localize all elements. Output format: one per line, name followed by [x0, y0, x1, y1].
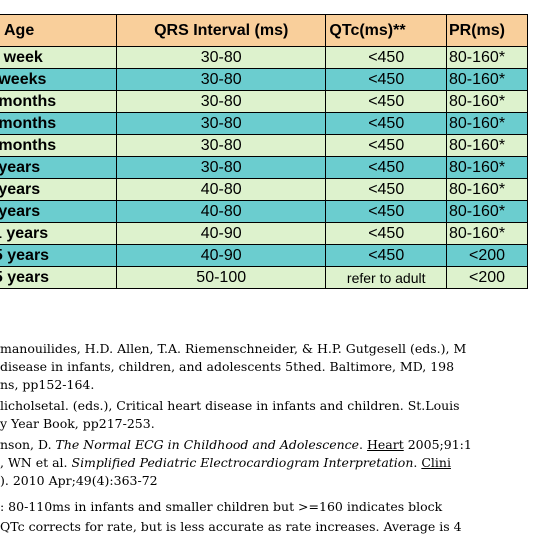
cell-pr: 80-160* [446, 200, 528, 223]
cell-qrs: 40-80 [116, 178, 327, 201]
cell-qtc: <450 [325, 68, 447, 91]
reference-text: . [413, 455, 422, 470]
cell-age: 7 years [0, 200, 118, 223]
cell-age: 11 years [0, 222, 118, 245]
cell-qtc: <450 [325, 222, 447, 245]
table-row: 11 years 40-90 <450 80-160* [0, 222, 528, 245]
cell-qrs: 30-80 [116, 112, 327, 135]
cell-qtc: <450 [325, 156, 447, 179]
references: manouilides, H.D. Allen, T.A. Riemenschn… [0, 340, 550, 490]
cell-age: 15 years [0, 244, 118, 267]
table-row: 7 years 40-80 <450 80-160* [0, 200, 528, 223]
cell-pr: 80-160* [446, 90, 528, 113]
reference-title: Simplified Pediatric Electrocardiogram I… [71, 455, 414, 470]
cell-qrs: 40-90 [116, 222, 327, 245]
cell-age: st week [0, 46, 118, 69]
reference-journal-link[interactable]: Heart [367, 437, 404, 452]
reference-line: licholsetal. (eds.), Critical heart dise… [0, 398, 460, 413]
cell-qrs: 30-80 [116, 68, 327, 91]
cell-pr: <200 [446, 266, 528, 289]
reference-line: disease in infants, children, and adoles… [0, 359, 455, 374]
table-row: 15 years 40-90 <450 <200 [0, 244, 528, 267]
cell-qrs: 30-80 [116, 156, 327, 179]
cell-age: 4 years [0, 178, 118, 201]
cell-pr: 80-160* [446, 222, 528, 245]
footnote-pr: : 80-110ms in infants and smaller childr… [0, 499, 443, 514]
table-row: st week 30-80 <450 80-160* [0, 46, 528, 69]
reference-line: manouilides, H.D. Allen, T.A. Riemenschn… [0, 341, 467, 356]
footnote-qtc: QTc corrects for rate, but is less accur… [0, 519, 462, 534]
cell-qtc: <450 [325, 244, 447, 267]
table-row: 2 months 30-80 <450 80-160* [0, 90, 528, 113]
footnotes: : 80-110ms in infants and smaller childr… [0, 497, 550, 537]
cell-qrs: 30-80 [116, 46, 327, 69]
cell-qtc: <450 [325, 178, 447, 201]
cell-qrs: 30-80 [116, 90, 327, 113]
header-qtc: QTc(ms)** [325, 14, 447, 47]
cell-qtc: <450 [325, 200, 447, 223]
cell-qrs: 40-90 [116, 244, 327, 267]
table-header-row: Age QRS Interval (ms) QTc(ms)** PR(ms) [0, 14, 528, 47]
cell-age: 1 months [0, 134, 118, 157]
reference-line: nson, D. The Normal ECG in Childhood and… [0, 436, 550, 454]
cell-qrs: 30-80 [116, 134, 327, 157]
cell-pr: 80-160* [446, 156, 528, 179]
header-age: Age [0, 14, 118, 47]
cell-age: 2 months [0, 90, 118, 113]
reference-line: ns, pp152-164. [0, 377, 95, 392]
cell-qtc: <450 [325, 112, 447, 135]
reference-journal-link[interactable]: Clini [421, 455, 451, 470]
reference-text: 2005;91:1 [403, 437, 472, 452]
reference-text: . [359, 437, 367, 452]
table-row: 4 years 40-80 <450 80-160* [0, 178, 528, 201]
cell-pr: 80-160* [446, 46, 528, 69]
reference-line: ). 2010 Apr;49(4):363-72 [0, 473, 158, 488]
cell-age: 3 weeks [0, 68, 118, 91]
reference-text: nson, D. [0, 437, 56, 452]
cell-qtc: refer to adult [325, 266, 447, 289]
table-row: 5 months 30-80 <450 80-160* [0, 112, 528, 135]
cell-age: 15 years [0, 266, 118, 289]
table-row: 3 weeks 30-80 <450 80-160* [0, 68, 528, 91]
cell-pr: 80-160* [446, 112, 528, 135]
cell-pr: 80-160* [446, 178, 528, 201]
cell-pr: 80-160* [446, 68, 528, 91]
header-qrs: QRS Interval (ms) [116, 14, 327, 47]
cell-pr: 80-160* [446, 134, 528, 157]
reference-line: y Year Book, pp217-253. [0, 416, 155, 431]
cell-pr: <200 [446, 244, 528, 267]
table-row: 2 years 30-80 <450 80-160* [0, 156, 528, 179]
reference-line: , WN et al. Simplified Pediatric Electro… [0, 454, 550, 472]
cell-qtc: <450 [325, 134, 447, 157]
header-pr: PR(ms) [446, 14, 528, 47]
reference-title: The Normal ECG in Childhood and Adolesce… [55, 437, 360, 452]
cell-qrs: 40-80 [116, 200, 327, 223]
ecg-norms-table: Age QRS Interval (ms) QTc(ms)** PR(ms) s… [0, 14, 528, 289]
table-row: 15 years 50-100 refer to adult <200 [0, 266, 528, 289]
table-row: 1 months 30-80 <450 80-160* [0, 134, 528, 157]
cell-age: 5 months [0, 112, 118, 135]
reference-text: , WN et al. [0, 455, 72, 470]
cell-qrs: 50-100 [116, 266, 327, 289]
cell-qtc: <450 [325, 46, 447, 69]
cell-qtc: <450 [325, 90, 447, 113]
cell-age: 2 years [0, 156, 118, 179]
